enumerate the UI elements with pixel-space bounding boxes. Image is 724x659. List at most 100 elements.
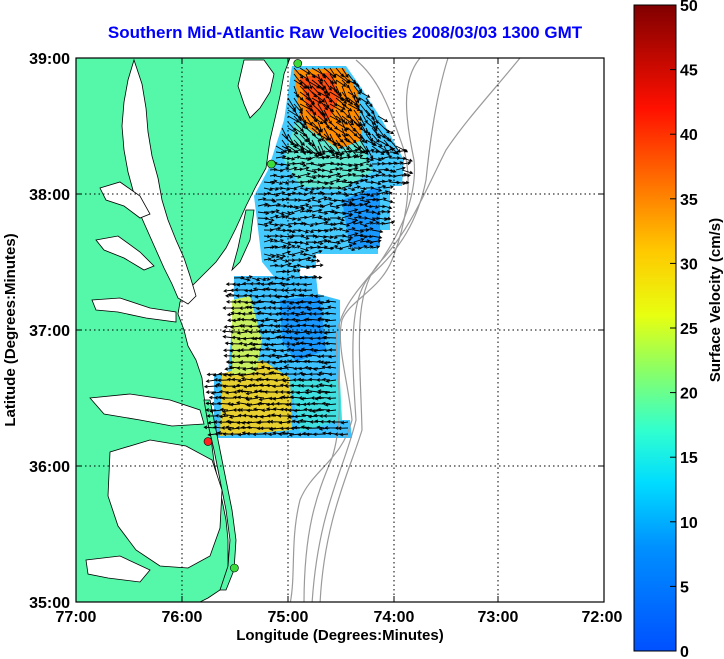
velocity-arrow	[318, 371, 331, 375]
velocity-arrow	[282, 379, 295, 383]
velocity-arrow	[317, 67, 326, 79]
y-tick-label: 35:00	[29, 595, 70, 612]
velocity-arrow	[239, 373, 253, 378]
velocity-arrow	[365, 97, 373, 108]
velocity-arrow	[323, 174, 332, 179]
velocity-arrow	[283, 288, 295, 293]
velocity-arrow	[270, 370, 283, 375]
velocity-arrow	[335, 127, 349, 137]
velocity-arrow	[281, 250, 291, 255]
velocity-arrow	[371, 109, 379, 125]
velocity-arrow	[287, 139, 299, 147]
velocity-arrow	[371, 169, 383, 174]
velocity-arrow	[214, 395, 223, 400]
velocity-arrow	[347, 247, 356, 252]
colorbar-tick-label: 40	[680, 127, 698, 144]
velocity-arrow	[329, 127, 342, 138]
velocity-arrow	[353, 79, 362, 93]
velocity-arrow	[323, 155, 331, 159]
velocity-arrow	[247, 305, 259, 310]
velocity-arrow	[263, 238, 274, 243]
velocity-arrow	[239, 277, 251, 282]
colorbar: 50 45 40 35 30 25 20 15 10 5 0 Surface V…	[633, 0, 724, 659]
velocity-arrow	[287, 157, 296, 161]
velocity-arrow	[311, 241, 324, 246]
velocity-arrow	[257, 310, 271, 315]
velocity-arrow	[353, 237, 365, 243]
velocity-arrow	[305, 196, 316, 201]
velocity-arrow	[278, 432, 289, 436]
velocity-arrow	[316, 425, 325, 430]
velocity-arrow	[341, 103, 353, 112]
velocity-arrow	[272, 407, 283, 411]
velocity-arrow	[275, 155, 287, 159]
velocity-arrow	[371, 145, 385, 156]
velocity-arrow	[395, 148, 408, 153]
velocity-arrow	[293, 161, 306, 165]
velocity-arrow	[265, 337, 277, 341]
velocity-arrow	[347, 145, 359, 158]
velocity-arrow	[299, 115, 307, 126]
velocity-arrow	[371, 115, 378, 130]
velocity-arrow	[305, 179, 314, 183]
velocity-arrow	[337, 426, 349, 431]
velocity-arrow	[347, 217, 359, 222]
velocity-arrow	[237, 299, 247, 304]
velocity-arrow	[365, 217, 377, 222]
velocity-arrow	[237, 378, 247, 383]
velocity-arrow	[359, 208, 370, 213]
velocity-arrow	[377, 150, 387, 154]
velocity-arrow	[297, 305, 307, 310]
velocity-arrow	[251, 342, 265, 347]
velocity-arrow	[300, 293, 313, 298]
velocity-arrow	[359, 178, 369, 183]
velocity-arrow	[324, 341, 337, 346]
velocity-arrow	[377, 190, 389, 195]
velocity-arrow	[263, 220, 273, 225]
velocity-arrow	[205, 379, 217, 383]
velocity-arrow	[293, 97, 303, 112]
velocity-arrow	[287, 408, 301, 413]
velocity-arrow	[225, 425, 235, 430]
delaware-bay	[237, 59, 275, 119]
velocity-arrow	[230, 306, 241, 310]
velocity-arrow	[371, 173, 380, 178]
colorbar-tick-label: 10	[680, 515, 698, 532]
velocity-arrow	[311, 263, 324, 268]
velocity-arrow	[287, 253, 296, 257]
velocity-arrow	[371, 127, 381, 139]
velocity-arrow	[341, 67, 349, 78]
velocity-arrow	[274, 366, 283, 371]
velocity-arrow	[288, 433, 301, 437]
velocity-arrow	[311, 186, 321, 191]
velocity-arrow	[295, 420, 307, 424]
velocity-arrow	[335, 91, 347, 104]
velocity-arrow	[328, 348, 337, 352]
velocity-arrow	[317, 121, 323, 133]
y-tick-label: 36:00	[29, 459, 70, 476]
velocity-arrow	[236, 372, 247, 377]
velocity-arrow	[323, 217, 332, 221]
bays	[85, 58, 275, 583]
velocity-arrow	[263, 257, 272, 261]
velocity-arrow	[329, 115, 342, 123]
velocity-arrow	[235, 426, 247, 430]
velocity-arrow	[335, 187, 348, 192]
velocity-arrow	[290, 348, 301, 353]
velocity-arrow	[308, 342, 319, 347]
velocity-arrow	[341, 244, 353, 249]
velocity-arrow	[365, 163, 374, 168]
velocity-arrow	[288, 359, 301, 363]
velocity-arrow	[329, 205, 340, 209]
velocity-arrow	[299, 163, 307, 167]
velocity-arrow	[236, 331, 247, 335]
velocity-arrow	[281, 175, 294, 179]
map-title: Southern Mid-Atlantic Raw Velocities 200…	[108, 23, 583, 42]
x-tick-label: 74:00	[374, 609, 415, 626]
velocity-arrow	[302, 323, 313, 328]
velocity-arrow	[317, 162, 326, 167]
velocity-arrow	[329, 241, 341, 245]
velocity-arrow	[371, 239, 382, 243]
velocity-arrow	[275, 150, 285, 155]
velocity-arrow	[327, 365, 337, 370]
